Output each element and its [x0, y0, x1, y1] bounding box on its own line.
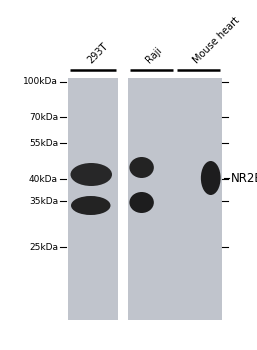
Text: 100kDa: 100kDa: [23, 77, 58, 86]
Text: 25kDa: 25kDa: [29, 243, 58, 252]
Ellipse shape: [70, 163, 112, 186]
Bar: [128, 78, 222, 320]
Text: 70kDa: 70kDa: [29, 112, 58, 121]
Text: 35kDa: 35kDa: [29, 196, 58, 205]
Ellipse shape: [130, 192, 154, 213]
Text: NR2E3: NR2E3: [231, 172, 257, 184]
Text: Mouse heart: Mouse heart: [191, 15, 242, 65]
Text: Raji: Raji: [144, 45, 164, 65]
Ellipse shape: [130, 157, 154, 178]
Ellipse shape: [71, 196, 111, 215]
Bar: [68, 78, 118, 320]
Ellipse shape: [201, 161, 221, 195]
Text: 293T: 293T: [86, 41, 110, 65]
Text: 55kDa: 55kDa: [29, 139, 58, 147]
Text: 40kDa: 40kDa: [29, 175, 58, 183]
